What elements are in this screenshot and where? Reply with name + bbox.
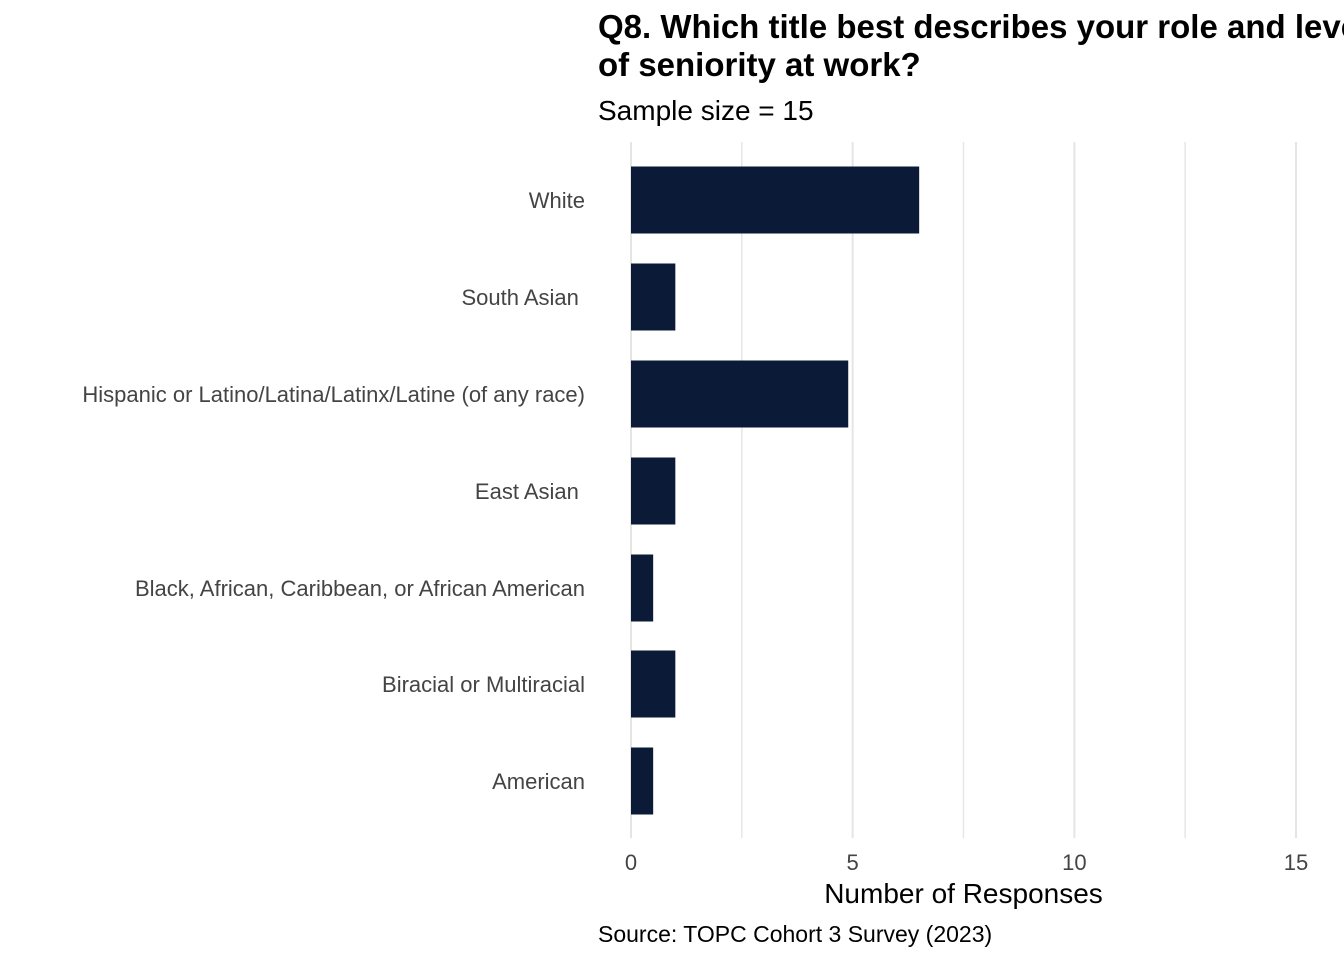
x-tick-label: 5 [847, 850, 859, 875]
category-label: Hispanic or Latino/Latina/Latinx/Latine … [82, 382, 585, 407]
bar [631, 554, 654, 622]
category-label: American [492, 769, 585, 794]
category-label: South Asian [461, 285, 585, 310]
chart-subtitle: Sample size = 15 [598, 95, 814, 126]
x-tick-label: 10 [1062, 850, 1086, 875]
bar [631, 457, 676, 525]
category-label: Biracial or Multiracial [382, 672, 585, 697]
category-label: White [529, 188, 585, 213]
bar [631, 360, 849, 428]
bar [631, 166, 920, 234]
bar [631, 263, 676, 331]
chart-title: Q8. Which title best describes your role… [598, 8, 1344, 83]
x-tick-label: 0 [625, 850, 637, 875]
x-axis-label: Number of Responses [824, 878, 1103, 909]
bar [631, 650, 676, 718]
chart-caption: Source: TOPC Cohort 3 Survey (2023) [598, 921, 993, 947]
x-tick-label: 15 [1284, 850, 1308, 875]
category-label: East Asian [475, 479, 585, 504]
category-label: Black, African, Caribbean, or African Am… [135, 576, 585, 601]
bar [631, 747, 654, 815]
